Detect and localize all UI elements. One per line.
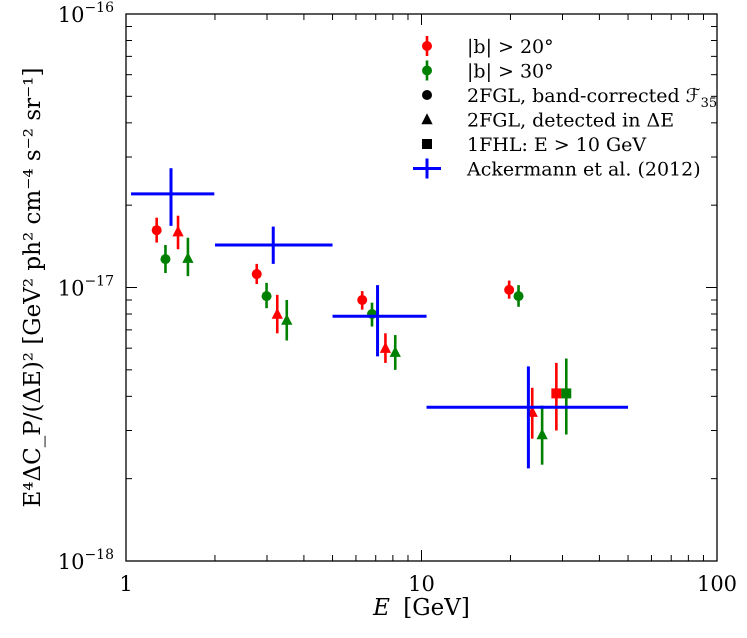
data-point — [357, 295, 368, 306]
data-point — [182, 251, 194, 263]
series-5 — [561, 358, 572, 435]
data-point — [551, 388, 562, 399]
y-tick-label: 10−17 — [58, 274, 114, 301]
y-tick-label: 10−16 — [58, 0, 114, 27]
x-tick-label: 10 — [408, 572, 435, 596]
data-point — [513, 291, 524, 302]
legend-marker — [422, 139, 432, 149]
data-point — [271, 307, 283, 319]
x-axis-label-unit: [GeV] — [403, 595, 470, 621]
legend-marker — [422, 90, 432, 100]
legend-item-ackermann: Ackermann et al. (2012) — [413, 158, 701, 181]
series-0 — [151, 217, 515, 310]
data-point — [504, 284, 515, 295]
series-2 — [172, 215, 538, 439]
legend-item-b20: |b| > 20° — [422, 36, 554, 58]
y-axis-label: E⁴ΔC_P/(ΔE)² [GeV² ph² cm⁻⁴ s⁻² sr⁻¹] — [20, 68, 46, 508]
legend: |b| > 20° |b| > 30°2FGL, band-corrected ℱ… — [413, 36, 717, 181]
legend-label: |b| > 20° — [467, 36, 554, 58]
data-point — [160, 254, 171, 265]
data-point — [151, 225, 162, 236]
legend-item-fgl_band: 2FGL, band-corrected ℱ35 — [422, 85, 717, 111]
series-4 — [551, 362, 562, 431]
legend-label: 1FHL: E > 10 GeV — [467, 134, 646, 156]
x-tick-label: 1 — [119, 572, 132, 596]
legend-item-b30: |b| > 30° — [422, 60, 554, 83]
data-series — [131, 168, 629, 469]
legend-label: 2FGL, detected in ΔE — [467, 110, 674, 132]
legend-marker — [422, 41, 432, 51]
data-point — [561, 388, 572, 399]
data-point — [281, 313, 293, 325]
legend-marker — [422, 65, 432, 76]
series-1 — [160, 245, 524, 327]
legend-label: Ackermann et al. (2012) — [466, 159, 701, 181]
x-axis-label: E [GeV] — [372, 595, 470, 621]
data-point — [251, 269, 262, 280]
data-point — [389, 345, 401, 357]
legend-label: |b| > 30° — [467, 61, 554, 83]
legend-label: 2FGL, band-corrected ℱ35 — [467, 85, 717, 111]
data-point — [536, 428, 548, 440]
series-3 — [182, 237, 548, 465]
x-tick-label: 100 — [697, 572, 737, 596]
y-tick-label: 10−18 — [58, 547, 114, 574]
legend-marker — [421, 113, 433, 125]
data-point — [261, 291, 272, 302]
series-6 — [131, 168, 629, 469]
data-point — [379, 341, 392, 353]
x-axis-label-var: E — [372, 595, 390, 621]
legend-item-fgl_detected: 2FGL, detected in ΔE — [421, 110, 674, 132]
data-point — [172, 225, 184, 237]
plot-frame — [125, 13, 718, 562]
axis-ticks: 1 10 100 10−18 10−17 10−16 — [58, 0, 737, 596]
legend-item-fhl: 1FHL: E > 10 GeV — [422, 134, 646, 156]
